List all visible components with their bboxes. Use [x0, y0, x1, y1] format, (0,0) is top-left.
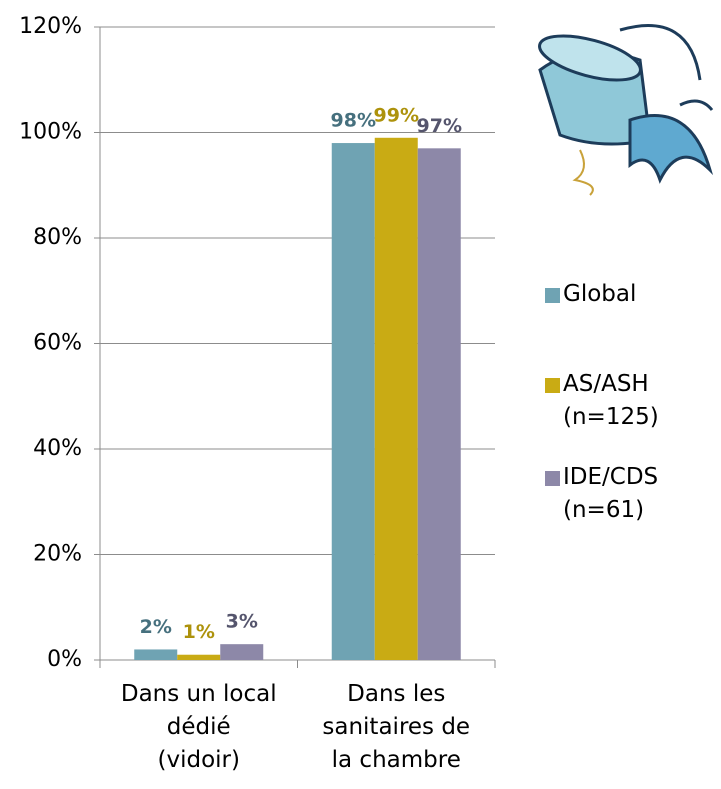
bucket-illustration — [535, 26, 712, 195]
data-label: 99% — [374, 104, 419, 126]
y-tick-label: 0% — [47, 647, 82, 672]
y-tick-label: 40% — [33, 436, 82, 461]
bar — [375, 138, 418, 660]
chart: 0% 20% 40% 60% 80% 100% 120% 2% 1% 3% 98%99%97% Da… — [0, 0, 721, 789]
x-tick-label: Dans les sanitaires de la chambre — [296, 678, 496, 777]
y-tick-label: 60% — [33, 331, 82, 356]
bar — [332, 143, 375, 660]
legend-swatch — [545, 471, 560, 486]
bar — [220, 644, 263, 660]
legend-entry: IDE/CDS (n=61) — [563, 461, 658, 527]
legend-swatch — [545, 288, 560, 303]
y-tick-label: 20% — [33, 542, 82, 567]
data-label: 1% — [183, 621, 215, 643]
data-label: 2% — [140, 616, 172, 638]
data-label: 3% — [226, 611, 258, 633]
y-tick-label: 80% — [33, 225, 82, 250]
legend-entry: Global — [563, 278, 636, 311]
y-tick-label: 100% — [19, 120, 82, 145]
y-tick-label: 120% — [19, 14, 82, 39]
bar — [134, 649, 177, 660]
bar — [418, 148, 461, 660]
data-label: 98% — [331, 110, 376, 132]
legend-entry: AS/ASH (n=125) — [563, 368, 659, 434]
legend-swatch — [545, 378, 560, 393]
bar — [177, 655, 220, 660]
x-tick-label: Dans un local dédié (vidoir) — [99, 678, 299, 777]
data-label: 97% — [417, 115, 462, 137]
